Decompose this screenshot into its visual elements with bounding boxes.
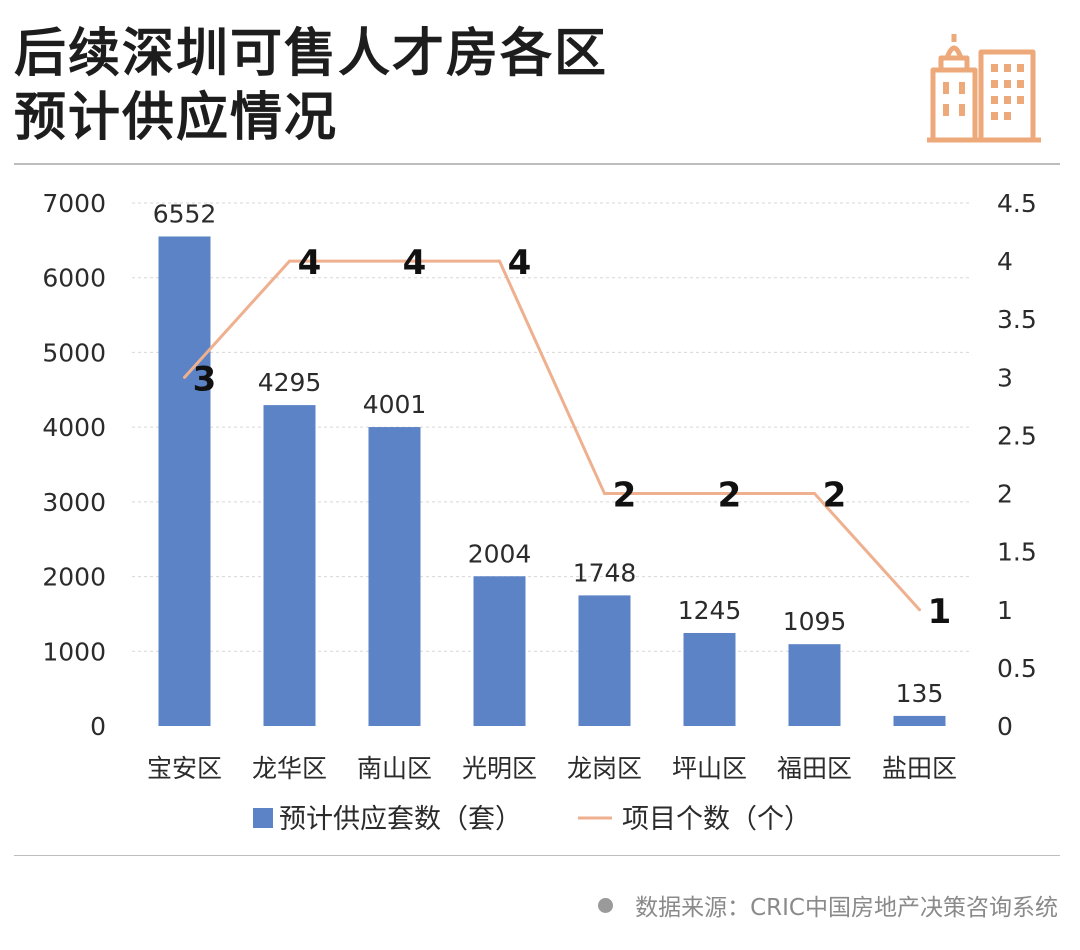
- line-value-label: 4: [508, 243, 532, 283]
- line-point: [708, 492, 711, 496]
- combo-chart: 0 1000 2000 3000 4000 5000 6000 7000 0 0.5 1 1.5 2 2.…: [42, 189, 1037, 835]
- bar: [788, 644, 841, 726]
- y-left-tick-label: 0: [90, 712, 106, 741]
- y-right-tick-label: 2: [997, 480, 1013, 509]
- y-right-tick-label: 4.5: [997, 189, 1037, 218]
- bar: [578, 595, 631, 726]
- y-left-tick-label: 5000: [42, 338, 106, 367]
- x-category-label: 盐田区: [882, 754, 957, 783]
- y-right-tick-label: 2.5: [997, 421, 1037, 450]
- y-right-tick-label: 1: [997, 596, 1013, 625]
- line-value-label: 4: [403, 243, 427, 283]
- line-value-label: 3: [193, 359, 217, 399]
- top-divider: [14, 163, 1060, 165]
- bar-value-label: 135: [896, 679, 944, 708]
- chart-title: 后续深圳可售人才房各区 预计供应情况: [14, 22, 608, 150]
- line-value-label: 2: [823, 476, 847, 516]
- line-point: [498, 259, 501, 263]
- x-category-label: 南山区: [357, 754, 432, 783]
- bar: [893, 715, 946, 726]
- line-point: [183, 375, 186, 379]
- source-text: 数据来源：CRIC中国房地产决策咨询系统: [635, 895, 1058, 921]
- line-point: [918, 608, 921, 612]
- source-note: 数据来源：CRIC中国房地产决策咨询系统: [598, 888, 1058, 922]
- line-point: [603, 492, 606, 496]
- building-icon: [927, 34, 1041, 143]
- y-left-tick-label: 7000: [42, 189, 106, 218]
- title-line-2: 预计供应情况: [14, 88, 339, 148]
- bar: [263, 405, 316, 726]
- y-left-tick-label: 2000: [42, 563, 106, 592]
- title-line-1: 后续深圳可售人才房各区: [14, 24, 609, 84]
- y-right-tick-label: 0: [997, 712, 1013, 741]
- line-value-label: 1: [928, 592, 952, 632]
- bar-value-label: 4001: [363, 390, 427, 419]
- x-category-label: 龙华区: [252, 754, 327, 783]
- bar-value-label: 1095: [783, 607, 847, 636]
- legend-bar-label: 预计供应套数（套）: [279, 804, 522, 835]
- x-category-label: 龙岗区: [567, 754, 642, 783]
- x-category-label: 坪山区: [672, 754, 747, 783]
- legend-bar-swatch: [253, 808, 273, 828]
- y-left-tick-label: 3000: [42, 488, 106, 517]
- x-category-label: 福田区: [777, 754, 852, 783]
- x-category-label: 光明区: [462, 754, 537, 783]
- bottom-divider: [14, 855, 1060, 856]
- y-right-tick-label: 0.5: [997, 654, 1037, 683]
- bar: [683, 632, 736, 726]
- line-value-label: 4: [298, 243, 322, 283]
- line-point: [393, 259, 396, 263]
- y-right-tick-label: 4: [997, 247, 1013, 276]
- bar-value-label: 1748: [573, 558, 637, 587]
- line-value-label: 2: [718, 476, 742, 516]
- bar: [158, 236, 211, 727]
- bullet-icon: [598, 897, 614, 913]
- bar-value-label: 6552: [153, 199, 217, 228]
- bar-value-label: 1245: [678, 596, 742, 625]
- bar-value-label: 4295: [258, 368, 322, 397]
- y-left-tick-label: 1000: [42, 637, 106, 666]
- y-right-tick-label: 3.5: [997, 305, 1037, 334]
- x-category-label: 宝安区: [147, 754, 222, 783]
- bar: [473, 576, 526, 726]
- legend-line-label: 项目个数（个）: [622, 804, 811, 835]
- line-series: [183, 259, 921, 611]
- bar-value-label: 2004: [468, 539, 532, 568]
- line-point: [288, 259, 291, 263]
- line-point: [813, 492, 816, 496]
- y-right-tick-label: 1.5: [997, 538, 1037, 567]
- bar: [368, 427, 421, 726]
- y-right-tick-label: 3: [997, 363, 1013, 392]
- line-value-label: 2: [613, 476, 637, 516]
- y-left-tick-label: 6000: [42, 264, 106, 293]
- y-left-tick-label: 4000: [42, 413, 106, 442]
